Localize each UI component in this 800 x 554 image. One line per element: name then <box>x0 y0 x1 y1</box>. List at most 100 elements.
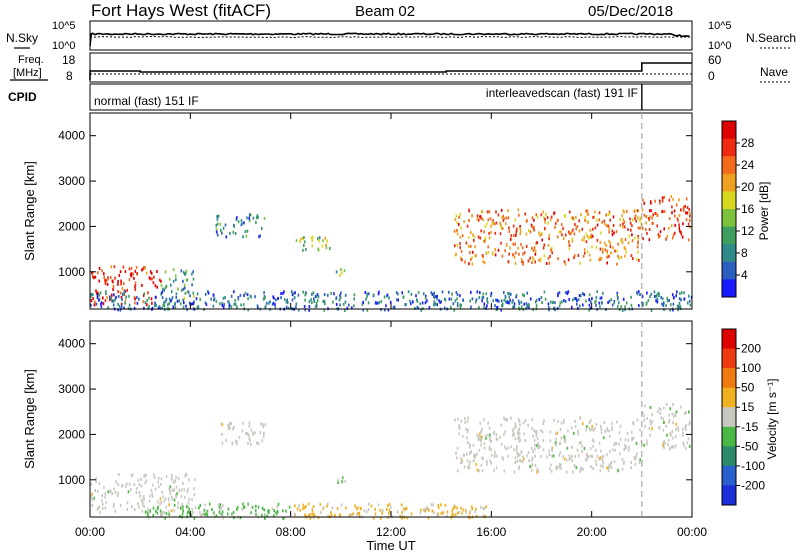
heat-cell <box>610 251 612 255</box>
heat-cell <box>591 227 594 231</box>
heat-cell <box>675 294 677 298</box>
heat-cell <box>521 246 524 250</box>
heat-cell <box>547 256 550 260</box>
heat-cell <box>676 217 679 221</box>
heat-cell <box>220 506 223 510</box>
heat-cell <box>595 303 597 307</box>
heat-cell <box>544 297 547 301</box>
heat-cell <box>505 243 508 247</box>
heat-cell <box>662 417 664 421</box>
heat-cell <box>370 504 373 508</box>
heat-cell <box>242 421 244 425</box>
heat-cell <box>302 506 304 510</box>
heat-cell <box>474 454 477 458</box>
heat-cell <box>184 474 187 478</box>
heat-cell <box>604 248 607 252</box>
heat-cell <box>161 490 163 494</box>
heat-cell <box>616 293 619 297</box>
colorbar-tick-label: 50 <box>741 381 755 395</box>
heat-cell <box>444 503 447 507</box>
heat-cell <box>311 239 313 242</box>
heat-cell <box>610 460 613 464</box>
heat-cell <box>98 279 101 283</box>
heat-cell <box>189 294 191 298</box>
heat-cell <box>271 302 274 306</box>
heat-cell <box>175 475 177 479</box>
heat-cell <box>297 293 300 297</box>
heat-cell <box>591 297 593 301</box>
heat-cell <box>676 305 679 309</box>
heat-cell <box>353 297 355 301</box>
heat-cell <box>146 303 148 307</box>
heat-cell <box>293 512 296 516</box>
heat-cell <box>168 301 171 305</box>
heat-cell <box>554 432 557 436</box>
noise-tick-low-right: 10^0 <box>708 40 732 52</box>
heat-cell <box>660 408 662 412</box>
heat-cell <box>507 301 510 304</box>
heat-cell <box>484 239 486 243</box>
heat-cell <box>514 456 517 460</box>
heat-cell <box>604 430 607 433</box>
heat-cell <box>455 451 457 455</box>
heat-cell <box>553 211 556 215</box>
heat-cell <box>671 236 674 240</box>
heat-cell <box>543 243 546 247</box>
heat-cell <box>264 296 266 300</box>
heat-cell <box>523 294 525 298</box>
heat-cell <box>667 226 670 230</box>
heat-cell <box>232 427 234 431</box>
heat-cell <box>125 484 127 488</box>
heat-cell <box>633 456 636 460</box>
heat-cell <box>603 421 606 424</box>
colorbar-tick-label: 15 <box>741 400 755 414</box>
heat-cell <box>348 303 350 307</box>
time-tick-label: 16:00 <box>476 525 506 539</box>
heat-cell <box>561 223 563 227</box>
heat-cell <box>636 257 638 261</box>
heat-cell <box>285 509 287 513</box>
heat-cell <box>619 223 622 227</box>
heat-cell <box>688 420 691 424</box>
heat-cell <box>522 421 525 425</box>
heat-cell <box>499 435 501 439</box>
heat-cell <box>556 235 559 239</box>
heat-cell <box>374 507 377 511</box>
heat-cell <box>534 252 537 256</box>
heat-cell <box>220 512 223 516</box>
heat-cell <box>680 298 682 302</box>
heat-cell <box>330 511 332 514</box>
heat-cell <box>282 509 284 513</box>
heat-cell <box>264 514 266 518</box>
heat-cell <box>106 282 109 286</box>
heat-cell <box>157 306 160 310</box>
heat-cell <box>403 507 405 511</box>
heat-cell <box>678 223 680 227</box>
heat-cell <box>583 235 585 239</box>
heat-cell <box>314 295 317 299</box>
heat-cell <box>657 291 659 295</box>
heat-cell <box>573 296 576 300</box>
heat-cell <box>608 463 611 467</box>
heat-cell <box>554 221 557 225</box>
heat-cell <box>643 418 646 422</box>
heat-cell <box>469 445 471 449</box>
heat-cell <box>666 234 669 238</box>
heat-cell <box>425 506 428 510</box>
heat-cell <box>341 271 343 275</box>
colorbar-tick-label: 24 <box>741 158 755 172</box>
heat-cell <box>117 483 119 487</box>
heat-cell <box>568 240 570 244</box>
heat-cell <box>156 507 159 511</box>
heat-cell <box>151 494 154 498</box>
heat-cell <box>172 279 175 283</box>
heat-cell <box>590 300 592 304</box>
heat-cell <box>168 487 171 491</box>
heat-cell <box>460 457 462 460</box>
heat-cell <box>183 301 185 305</box>
heat-cell <box>424 296 427 300</box>
heat-cell <box>463 453 465 457</box>
heat-cell <box>159 306 161 310</box>
heat-cell <box>532 256 534 260</box>
heat-cell <box>646 439 648 443</box>
